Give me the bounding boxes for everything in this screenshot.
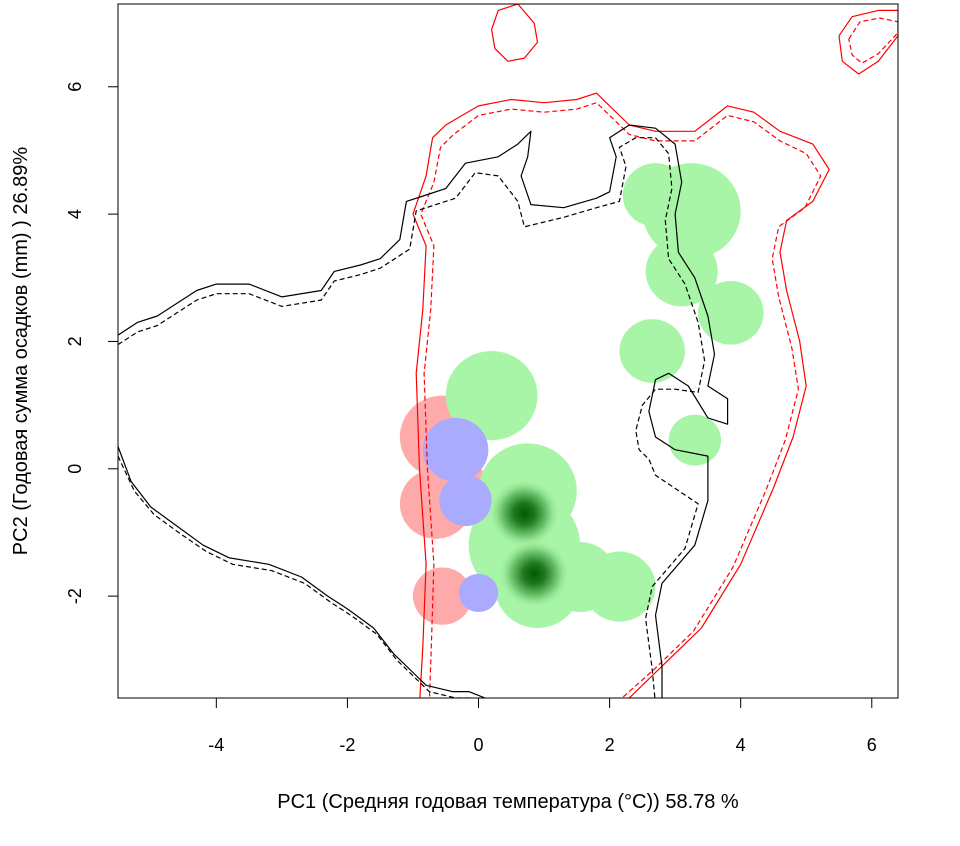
region-blob [645, 236, 718, 307]
region-blob [622, 163, 689, 227]
contour-b-dashed [118, 137, 706, 698]
region-blob [422, 417, 489, 482]
contour-a-dashed [420, 102, 822, 698]
region-blob [583, 551, 656, 622]
x-tick-label: 4 [736, 735, 746, 755]
contour-a-solid [412, 92, 830, 698]
region-blob [698, 280, 764, 345]
x-tick-label: 6 [867, 735, 877, 755]
region-blob [445, 351, 538, 441]
contour-b-dashed [118, 455, 474, 698]
region-blob [439, 475, 492, 527]
contour-a-solid [838, 9, 898, 75]
density-peak-layer [488, 478, 571, 609]
region-blob [412, 567, 472, 625]
region-region-overlap-both [422, 417, 499, 613]
contour-b-solid [118, 124, 729, 698]
density-peak [488, 478, 561, 549]
x-axis: -4 -2 0 2 4 6 [208, 697, 877, 755]
y-tick-label: 4 [65, 209, 85, 219]
plot-area [118, 4, 898, 698]
y-axis: -2 0 2 4 6 [65, 82, 119, 604]
y-tick-label: 0 [65, 464, 85, 474]
y-axis-title: PC2 (Годовая сумма осадков (mm) ) 26.89% [10, 147, 32, 556]
y-tick-label: -2 [65, 588, 85, 604]
region-blob [458, 573, 499, 613]
y-tick-label: 6 [65, 82, 85, 92]
region-blob [619, 319, 685, 383]
x-axis-title: PC1 (Средняя годовая температура (°C)) 5… [277, 791, 739, 813]
x-tick-label: 2 [605, 735, 615, 755]
region-region-overlap-only-b [445, 163, 764, 628]
x-tick-label: -2 [339, 735, 355, 755]
y-tick-label: 2 [65, 336, 85, 346]
x-tick-label: 0 [473, 735, 483, 755]
contour-layer [118, 4, 898, 698]
contour-a-dashed [848, 17, 898, 64]
region-layer [399, 163, 764, 628]
contour-a-solid [491, 4, 539, 62]
x-tick-label: -4 [208, 735, 224, 755]
density-peak [498, 538, 571, 609]
region-blob [668, 414, 722, 466]
contour-b-solid [118, 446, 486, 698]
